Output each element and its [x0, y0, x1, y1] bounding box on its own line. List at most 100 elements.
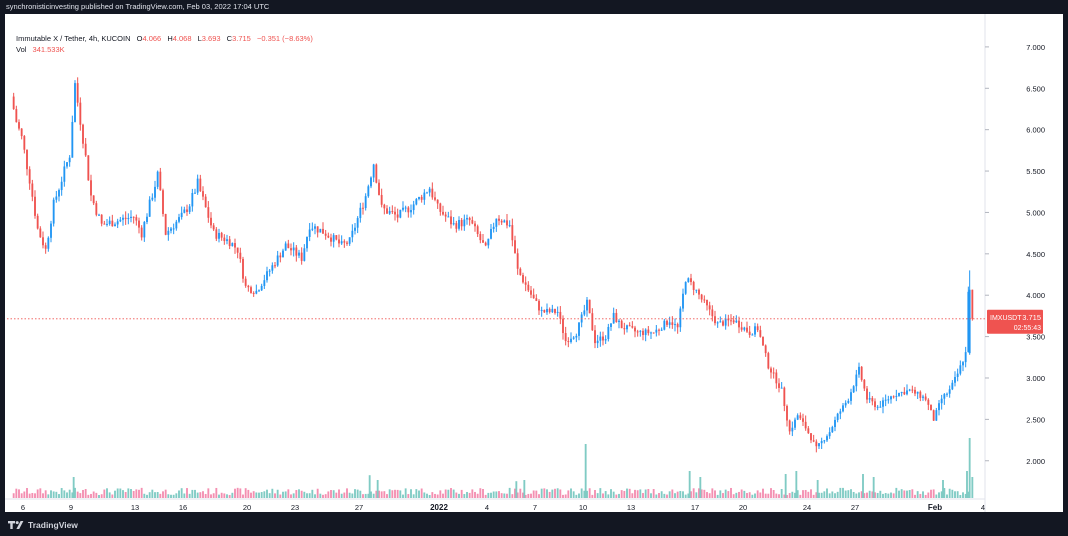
candle [740, 321, 743, 332]
candle [170, 227, 172, 234]
candle-body [228, 239, 231, 247]
volume-bar [826, 488, 828, 498]
volume-bar [368, 475, 371, 498]
candle [580, 312, 583, 328]
candle [615, 308, 618, 323]
candle-body [194, 192, 196, 194]
candle-body [370, 177, 372, 187]
volume-bar [730, 487, 732, 498]
candle [42, 231, 44, 249]
candle-body [111, 220, 114, 227]
volume-bar [274, 493, 276, 498]
volume-bar [252, 491, 255, 498]
candle [620, 319, 623, 329]
candle [12, 92, 15, 110]
candle-body [876, 406, 879, 408]
volume-bar [572, 491, 575, 498]
candle [292, 242, 295, 257]
candle [188, 204, 191, 215]
volume-bar [351, 493, 354, 498]
volume-bar [959, 494, 962, 498]
price-chart[interactable]: 7.000 6.500 6.000 5.500 5.000 4.500 4.000 3.500… [5, 14, 1063, 512]
volume-bar [58, 494, 60, 498]
volume-bar [895, 487, 898, 498]
candle [914, 386, 916, 397]
candle-body [458, 219, 460, 229]
candle-body [386, 208, 388, 214]
candle [700, 293, 703, 303]
footer-brand[interactable]: TradingView [8, 519, 78, 530]
candle-body [775, 372, 778, 384]
symbol-label[interactable]: Immutable X / Tether, 4h, KUCOIN [16, 34, 131, 43]
candle [367, 184, 370, 198]
candle [474, 220, 476, 232]
candle [684, 281, 687, 295]
candle-body [631, 326, 634, 328]
time-tick-label: 17 [691, 503, 699, 512]
candle-body [594, 330, 596, 344]
volume-bar [900, 489, 903, 498]
volume-bar [842, 487, 844, 498]
candle-body [826, 436, 828, 441]
candle-body [266, 271, 268, 281]
volume-bar [442, 493, 444, 498]
candle [388, 206, 391, 215]
candle [722, 319, 724, 327]
candle-body [540, 309, 543, 311]
volume-bar [426, 493, 428, 498]
candle [756, 323, 759, 333]
volume-bar [942, 480, 944, 498]
change-value: −0.351 (−8.63%) [256, 34, 313, 43]
candle [596, 334, 599, 349]
candle-body [490, 228, 492, 239]
volume-label[interactable]: Vol [16, 45, 27, 54]
chart-panel[interactable]: 7.000 6.500 6.000 5.500 5.000 4.500 4.000 3.500… [5, 14, 1063, 512]
candle [650, 331, 652, 340]
candle [223, 234, 226, 245]
price-tick-label: 6.000 [1026, 126, 1045, 135]
candle [191, 188, 194, 212]
candle-body [90, 180, 92, 196]
candle-body [295, 247, 298, 256]
volume-bar [671, 489, 674, 498]
volume-bar [335, 492, 338, 498]
candle [311, 222, 314, 232]
candle [212, 223, 215, 232]
volume-bar [650, 493, 652, 498]
candle [15, 105, 18, 123]
legend: Immutable X / Tether, 4h, KUCOIN O4.066 … [16, 33, 313, 55]
candle [391, 205, 394, 215]
candle-body [620, 320, 623, 329]
candle [572, 336, 575, 340]
candle [954, 371, 956, 387]
volume-bar [860, 491, 863, 498]
volume-bar [858, 492, 860, 498]
candle [524, 276, 527, 292]
candle-body [626, 325, 628, 330]
candle-body [108, 220, 111, 224]
volume-bar [583, 490, 586, 498]
volume-bar [455, 492, 458, 498]
volume-bar [76, 491, 79, 498]
candle [564, 326, 567, 346]
candle-body [834, 419, 836, 428]
candle [364, 193, 367, 211]
candle [140, 225, 143, 241]
volume-bar [487, 492, 490, 498]
volume-bar [784, 474, 787, 498]
candle-body [559, 311, 562, 319]
candle-body [604, 339, 607, 341]
candle [316, 226, 319, 238]
candle [971, 289, 974, 321]
candle [196, 174, 199, 195]
candle-body [354, 227, 356, 231]
candle [220, 231, 223, 241]
candle [874, 398, 876, 411]
candle [124, 211, 127, 225]
candle-body [207, 207, 210, 218]
candle [530, 286, 532, 299]
candle [946, 392, 948, 397]
candle-body [66, 162, 68, 167]
volume-bar [490, 492, 492, 498]
candle [663, 318, 666, 331]
